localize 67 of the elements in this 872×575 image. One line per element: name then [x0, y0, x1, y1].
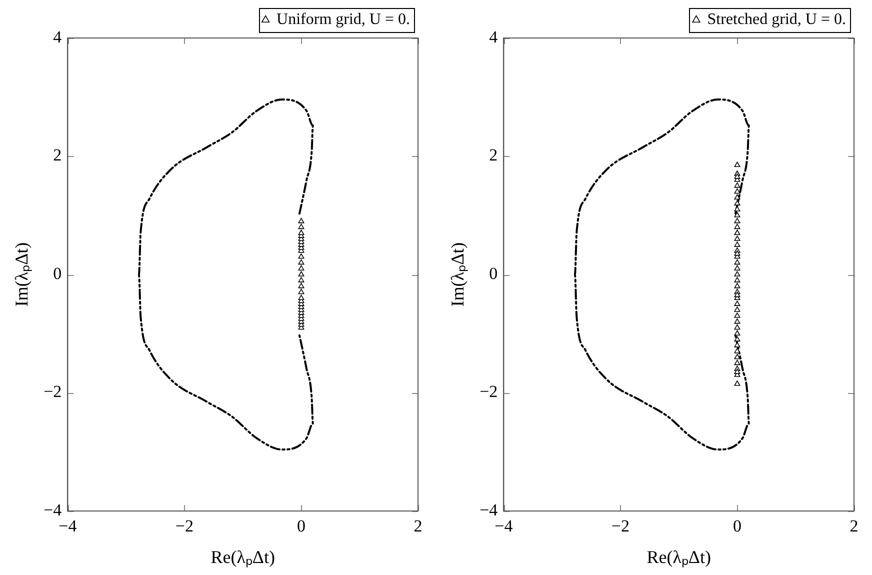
point — [734, 236, 740, 241]
point — [298, 218, 304, 224]
y-tick-label: 2 — [489, 146, 498, 165]
point — [734, 206, 740, 212]
line-series — [138, 98, 314, 451]
y-tick-label: −2 — [44, 382, 62, 402]
x-tick-label: −2 — [611, 516, 630, 536]
point — [298, 253, 304, 259]
x-axis-title: Re(λₚΔt) — [646, 546, 711, 568]
point — [734, 230, 740, 236]
point — [734, 360, 740, 366]
y-tick-label: −2 — [480, 382, 498, 402]
y-axis-title: Im(λₚΔt) — [448, 242, 469, 307]
point — [734, 218, 740, 224]
point — [734, 306, 740, 312]
point — [734, 318, 740, 324]
legend-label: Uniform grid, U = 0. — [276, 11, 410, 28]
x-tick-label: 2 — [414, 516, 422, 536]
point — [734, 368, 740, 374]
point — [734, 292, 740, 298]
point — [734, 330, 740, 336]
y-axis-title: Im(λₚΔt) — [12, 242, 33, 307]
point — [734, 174, 740, 179]
y-tick-label: 0 — [489, 264, 498, 283]
x-axis-title: Re(λₚΔt) — [210, 546, 275, 568]
point — [734, 212, 740, 218]
point — [734, 336, 740, 342]
x-tick-label: 0 — [732, 516, 742, 536]
point — [734, 324, 740, 330]
point — [298, 288, 304, 294]
point — [734, 259, 740, 265]
point — [298, 230, 304, 236]
point — [298, 271, 304, 276]
point — [298, 259, 304, 265]
point — [734, 162, 740, 168]
point — [734, 194, 740, 200]
y-tick-label: −4 — [44, 500, 62, 520]
point — [298, 282, 304, 288]
x-tick-label: −2 — [175, 516, 194, 536]
point — [734, 188, 740, 194]
y-tick-label: 4 — [53, 27, 62, 46]
point — [734, 200, 740, 206]
point — [298, 265, 304, 270]
x-tick-label: 0 — [296, 516, 306, 536]
point — [734, 282, 740, 288]
point — [734, 265, 740, 270]
point — [298, 294, 304, 300]
point — [298, 224, 304, 230]
line-series — [574, 98, 750, 451]
y-tick-label: 4 — [489, 27, 498, 46]
point — [734, 250, 740, 256]
y-tick-label: 0 — [53, 264, 62, 283]
point — [734, 348, 740, 354]
point — [734, 312, 740, 318]
legend-label: Stretched grid, U = 0. — [707, 11, 846, 28]
y-tick-label: 2 — [53, 146, 62, 165]
x-tick-label: 2 — [850, 516, 858, 536]
point — [734, 277, 740, 282]
point — [734, 300, 740, 306]
point — [734, 224, 740, 230]
point — [298, 277, 304, 282]
point — [734, 271, 740, 276]
y-tick-label: −4 — [480, 500, 498, 520]
point — [734, 380, 740, 386]
point — [734, 242, 740, 247]
point — [734, 354, 740, 360]
point — [734, 182, 740, 188]
